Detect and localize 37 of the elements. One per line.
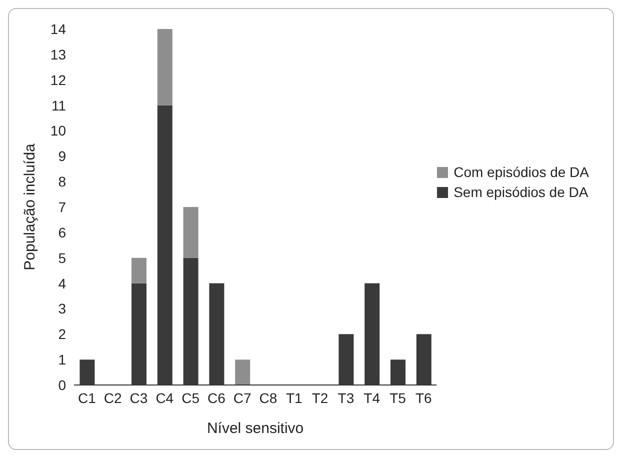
x-tick-label: C2 (104, 390, 122, 406)
legend-label: Com episódios de DA (454, 163, 589, 182)
y-tick-label: 12 (50, 72, 66, 88)
y-tick-label: 14 (50, 20, 66, 37)
x-tick-label: C4 (156, 390, 174, 406)
x-tick-label: C3 (130, 390, 148, 406)
y-tick-label: 4 (58, 275, 66, 292)
y-tick-label: 6 (58, 224, 66, 240)
y-tick-label: 13 (50, 46, 66, 62)
y-tick-label: 7 (58, 198, 66, 215)
y-tick-label: 5 (58, 250, 66, 266)
y-tick-label: 9 (58, 148, 66, 164)
x-tick-label: C6 (207, 390, 226, 406)
x-tick-label: C7 (233, 390, 252, 406)
x-tick-label: C8 (259, 390, 278, 406)
y-tick-label: 8 (58, 174, 66, 190)
x-tick-label: T3 (338, 390, 354, 406)
y-tick-label: 1 (58, 352, 66, 368)
x-tick-label: T5 (390, 390, 406, 406)
x-tick-label: T4 (364, 390, 380, 406)
y-axis-title: População incluída (21, 142, 38, 270)
x-tick-label: T1 (286, 390, 303, 406)
y-tick-label: 3 (58, 300, 66, 317)
bar (157, 29, 172, 106)
y-tick-label: 0 (58, 376, 66, 393)
y-tick-label: 11 (51, 97, 66, 114)
y-tick-label: 10 (50, 122, 66, 139)
legend-label: Sem episódios de DA (454, 183, 588, 202)
x-tick-label: C1 (78, 390, 96, 406)
x-tick-label: T2 (312, 390, 328, 406)
x-tick-label: T6 (415, 390, 432, 406)
bar (131, 258, 146, 284)
bar (235, 360, 250, 385)
bar (183, 207, 198, 258)
y-tick-label: 2 (58, 326, 66, 342)
x-tick-label: C5 (182, 390, 200, 406)
x-axis-title: Nível sensitivo (206, 420, 304, 437)
